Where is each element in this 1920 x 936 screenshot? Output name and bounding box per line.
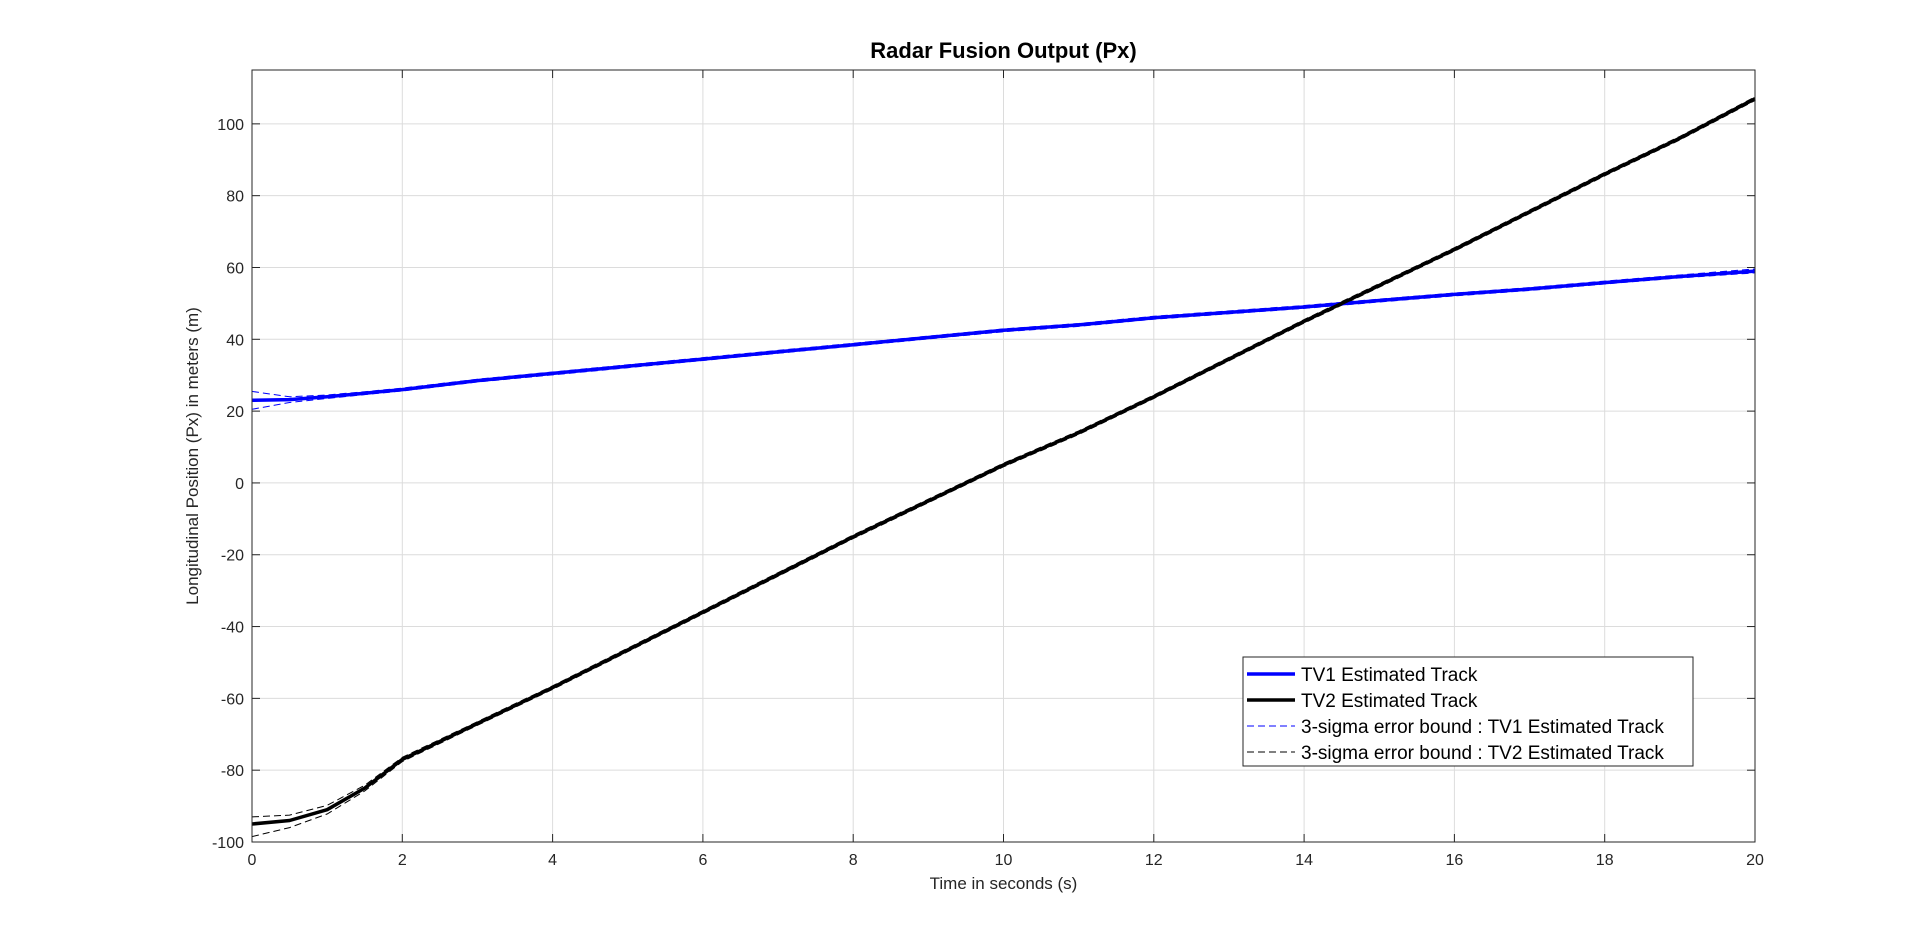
x-tick-label: 14 — [1295, 852, 1313, 869]
y-axis-label: Longitudinal Position (Px) in meters (m) — [183, 307, 202, 605]
x-tick-label: 20 — [1746, 852, 1764, 869]
y-tick-label: -80 — [221, 763, 244, 780]
x-tick-label: 12 — [1145, 852, 1163, 869]
legend-label: 3-sigma error bound : TV1 Estimated Trac… — [1301, 717, 1664, 738]
y-tick-label: -40 — [221, 620, 244, 637]
x-tick-label: 0 — [248, 852, 257, 869]
y-tick-label: 0 — [235, 476, 244, 493]
series-group — [251, 96, 1756, 838]
x-tick-label: 16 — [1446, 852, 1464, 869]
legend-label: 3-sigma error bound : TV2 Estimated Trac… — [1301, 743, 1664, 764]
legend: TV1 Estimated Track TV2 Estimated Track 3-… — [1242, 656, 1694, 767]
y-tick-label: 20 — [226, 404, 244, 421]
y-tick-label: -20 — [221, 548, 244, 565]
chart-title: Radar Fusion Output (Px) — [870, 38, 1136, 63]
y-tick-label: 100 — [217, 117, 244, 134]
tv2-track-line — [251, 97, 1756, 826]
y-tick-label: 80 — [226, 189, 244, 206]
y-tick-label: -100 — [212, 835, 244, 852]
ticks: 0 2 4 6 8 10 12 14 16 18 20 -100 -80 -60 -40 -20 0 20 40 60… — [212, 70, 1764, 869]
legend-box — [1242, 656, 1694, 767]
x-axis-label: Time in seconds (s) — [930, 874, 1078, 893]
x-tick-label: 8 — [849, 852, 858, 869]
x-tick-label: 6 — [698, 852, 707, 869]
x-tick-label: 10 — [995, 852, 1013, 869]
x-tick-label: 18 — [1596, 852, 1614, 869]
legend-label: TV2 Estimated Track — [1301, 691, 1478, 712]
x-tick-label: 4 — [548, 852, 557, 869]
y-tick-label: 60 — [226, 260, 244, 277]
y-tick-label: -60 — [221, 691, 244, 708]
x-tick-label: 2 — [398, 852, 407, 869]
y-tick-label: 40 — [226, 332, 244, 349]
tv1-track-line — [251, 269, 1756, 403]
legend-label: TV1 Estimated Track — [1301, 665, 1478, 686]
